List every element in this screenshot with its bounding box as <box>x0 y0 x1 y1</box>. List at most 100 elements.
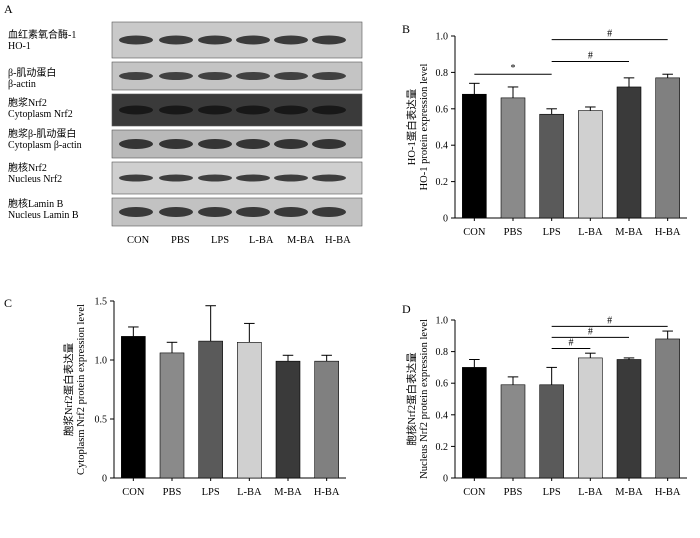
bar <box>500 384 526 479</box>
y-axis-label-cn: 胞核Nrf2蛋白表达量 <box>405 352 418 446</box>
blot-band <box>159 174 193 182</box>
bar <box>462 367 487 479</box>
blot-label-lamin: 胞核Lamin B Nucleus Lamin B <box>8 199 79 221</box>
y-tick-label: 1.0 <box>436 316 449 327</box>
y-tick-label: 0.2 <box>436 442 449 453</box>
blot-band <box>119 35 153 45</box>
blot-band <box>119 139 153 149</box>
y-tick-label: 0 <box>102 474 107 485</box>
y-tick-label: 0 <box>443 474 448 485</box>
y-tick-label: 0.6 <box>436 104 449 115</box>
x-tick-label: CON <box>463 487 486 498</box>
y-tick-label: 1.0 <box>95 356 108 367</box>
x-tick-label: PBS <box>163 487 182 498</box>
western-blot-image <box>111 21 363 227</box>
y-axis-label-cn: HO-1蛋白表达量 <box>405 88 418 165</box>
bar <box>462 93 487 219</box>
blot-band <box>159 35 193 45</box>
significance-mark: # <box>588 326 593 337</box>
significance-mark: # <box>588 50 593 61</box>
y-axis-label-en: Cytoplasm Nrf2 protein expression level <box>76 304 87 475</box>
y-axis-label-cn: 胞浆Nrf2蛋白表达量 <box>62 342 75 436</box>
y-tick-label: 0.8 <box>436 68 449 79</box>
x-tick-label: CON <box>463 227 486 238</box>
bar <box>500 97 526 219</box>
bar <box>655 77 680 219</box>
blot-band <box>159 105 193 115</box>
x-tick-label: M-BA <box>274 487 302 498</box>
blot-label-cyto-nrf2: 胞浆Nrf2 Cytoplasm Nrf2 <box>8 98 73 120</box>
blot-band <box>159 72 193 80</box>
bar <box>616 359 642 479</box>
blot-band <box>198 72 232 80</box>
panel-b-letter: B <box>402 22 411 36</box>
blot-band <box>274 35 308 45</box>
blot-band <box>159 139 193 149</box>
bar <box>539 384 564 479</box>
y-tick-label: 1.0 <box>436 32 449 43</box>
lane-label-hba: H-BA <box>325 235 351 246</box>
x-tick-label: L-BA <box>578 487 603 498</box>
x-tick-label: H-BA <box>655 487 681 498</box>
y-axis-label-en: HO-1 protein expression level <box>419 63 430 190</box>
blot-band <box>274 174 308 182</box>
x-tick-label: PBS <box>504 487 523 498</box>
panel-c-letter: C <box>4 296 13 310</box>
bar <box>314 360 339 479</box>
blot-band <box>312 139 346 149</box>
blot-band <box>236 72 270 80</box>
bar <box>159 352 185 479</box>
y-tick-label: 1.5 <box>95 297 108 308</box>
blot-band <box>312 105 346 115</box>
x-tick-label: CON <box>122 487 145 498</box>
x-tick-label: LPS <box>543 487 561 498</box>
blot-band <box>198 207 232 217</box>
bar <box>616 86 642 219</box>
lane-label-pbs: PBS <box>171 235 190 246</box>
bar <box>539 113 564 219</box>
blot-band <box>312 72 346 80</box>
bar <box>655 338 680 479</box>
y-tick-label: 0 <box>443 214 448 225</box>
blot-band <box>236 174 270 182</box>
x-tick-label: M-BA <box>615 227 643 238</box>
blot-label-actin: β-肌动蛋白 β-actin <box>8 68 57 90</box>
significance-mark: * <box>511 63 516 74</box>
blot-band <box>119 174 153 182</box>
blot-band <box>312 207 346 217</box>
x-tick-label: PBS <box>504 227 523 238</box>
bar <box>121 336 146 479</box>
blot-band <box>119 72 153 80</box>
blot-label-nucleus-nrf2: 胞核Nrf2 Nucleus Nrf2 <box>8 163 63 185</box>
x-tick-label: M-BA <box>615 487 643 498</box>
blot-band <box>312 174 346 182</box>
significance-mark: # <box>607 315 612 326</box>
blot-band <box>198 139 232 149</box>
blot-band <box>119 207 153 217</box>
blot-label-ho1: 血红素氧合酶-1 HO-1 <box>8 30 77 52</box>
x-tick-label: H-BA <box>655 227 681 238</box>
blot-band <box>274 72 308 80</box>
blot-band <box>198 105 232 115</box>
blot-band <box>274 207 308 217</box>
bar <box>578 110 603 219</box>
blot-band <box>274 105 308 115</box>
y-tick-label: 0.5 <box>95 415 108 426</box>
y-tick-label: 0.4 <box>436 141 449 152</box>
lane-label-lps: LPS <box>211 235 230 246</box>
panel-a-letter: A <box>4 2 13 16</box>
blot-band <box>198 35 232 45</box>
blot-band <box>236 207 270 217</box>
blot-band <box>198 174 232 182</box>
y-axis-label-en: Nucleus Nrf2 protein expression level <box>419 319 430 479</box>
blot-band <box>119 105 153 115</box>
x-tick-label: LPS <box>202 487 220 498</box>
bar <box>578 357 603 479</box>
x-tick-label: L-BA <box>237 487 262 498</box>
y-tick-label: 0.6 <box>436 379 449 390</box>
bar <box>237 341 262 479</box>
lane-label-lba: L-BA <box>249 235 274 246</box>
y-tick-label: 0.8 <box>436 347 449 358</box>
chart-d: 0 0.2 0.4 0.6 0.8 1.0 CON PBS LPS L-BA M-BA H-BA # # #… <box>405 315 687 498</box>
blot-label-cyto-actin: 胞浆β-肌动蛋白 Cytoplasm β-actin <box>8 129 82 151</box>
